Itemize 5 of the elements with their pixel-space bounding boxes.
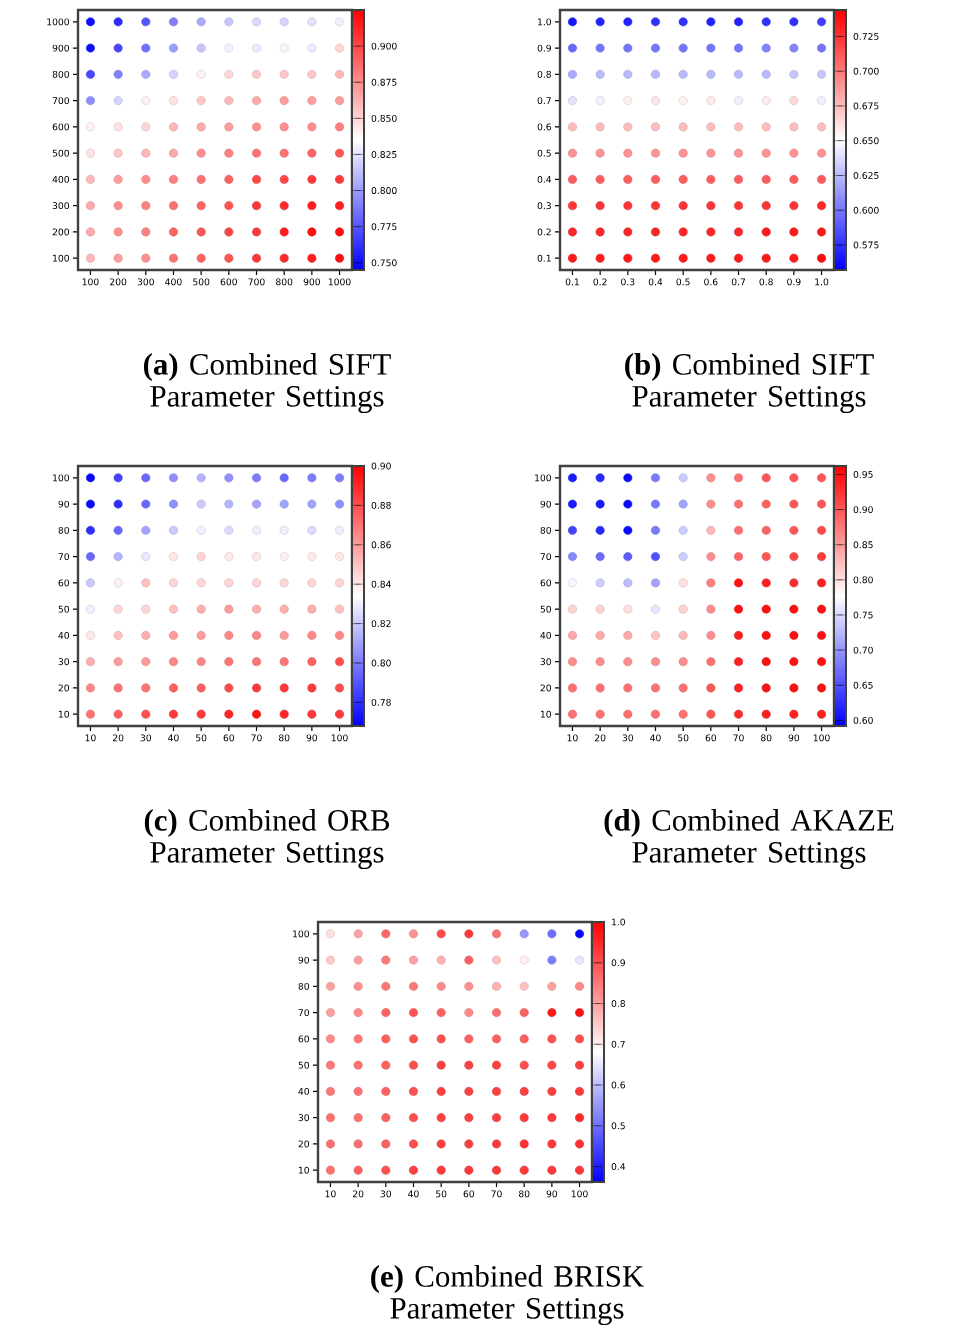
text: (c) Combined ORB Parameter Settings: [144, 809, 390, 870]
text: (a) Combined SIFT Parameter Settings: [143, 353, 391, 414]
text: (b) Combined SIFT Parameter Settings: [625, 353, 874, 414]
text: (d) Combined AKAZE Parameter Settings: [604, 809, 894, 870]
text: (e) Combined BRISK Parameter Settings: [371, 1265, 644, 1326]
